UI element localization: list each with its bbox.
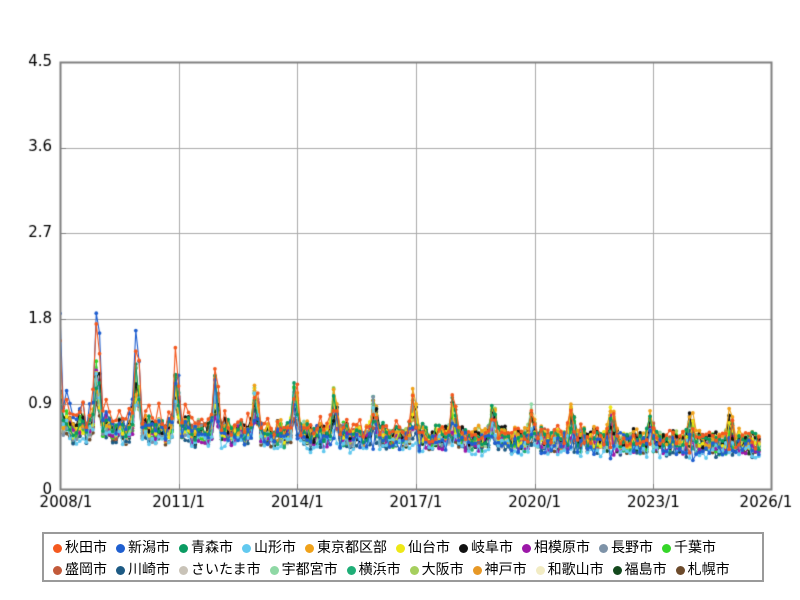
legend-item[interactable]: 相模原市: [522, 541, 590, 555]
legend-marker-icon: [599, 543, 608, 553]
legend-item[interactable]: さいたま市: [179, 563, 261, 577]
legend-item-label: さいたま市: [191, 562, 261, 578]
legend-item-label: 横浜市: [358, 562, 401, 578]
legend-marker-icon: [53, 565, 62, 575]
legend-item-label: 山形市: [254, 540, 296, 556]
legend-item-label: 和歌山市: [547, 562, 604, 578]
legend-item[interactable]: 盛岡市: [53, 563, 107, 577]
legend-item-label: 千葉市: [674, 540, 716, 556]
legend-row-2: 盛岡市 川崎市 さいたま市 宇都宮市 横浜市 大阪市 神戸市 和歌山市 福島市 札幌市: [44, 559, 762, 581]
legend-item-label: 宇都宮市: [281, 562, 338, 578]
legend-item-label: 仙台市: [408, 540, 450, 556]
legend-marker-icon: [305, 543, 314, 553]
legend-item[interactable]: 青森市: [179, 541, 233, 555]
legend-marker-icon: [269, 565, 279, 575]
legend-marker-icon: [612, 565, 622, 575]
legend-item-label: 神戸市: [484, 562, 527, 578]
legend-item[interactable]: 長野市: [599, 541, 653, 555]
legend-item-label: 新潟市: [128, 540, 170, 556]
legend-item[interactable]: 川崎市: [116, 563, 170, 577]
legend-item-label: 盛岡市: [65, 562, 107, 578]
legend-marker-icon: [242, 543, 251, 553]
legend-marker-icon: [116, 543, 125, 553]
legend-item-label: 秋田市: [65, 540, 107, 556]
legend-item-label: 福島市: [624, 562, 667, 578]
legend-marker-icon: [116, 565, 125, 575]
legend-marker-icon: [346, 565, 356, 575]
legend-item[interactable]: 福島市: [612, 562, 667, 578]
legend-item[interactable]: 山形市: [242, 541, 296, 555]
legend-marker-icon: [396, 543, 405, 553]
legend-item[interactable]: 神戸市: [472, 562, 527, 578]
legend-item-label: 岐阜市: [471, 540, 513, 556]
legend-item[interactable]: 横浜市: [346, 562, 401, 578]
legend-item-label: 大阪市: [421, 562, 464, 578]
legend-marker-icon: [472, 565, 482, 575]
legend-row-1: 秋田市 新潟市 青森市 山形市 東京都区部 仙台市 岐阜市 相模原市 長野市 千葉市: [44, 537, 762, 559]
legend-item[interactable]: 東京都区部: [305, 541, 387, 555]
legend-item[interactable]: 仙台市: [396, 541, 450, 555]
legend-item[interactable]: 岐阜市: [459, 541, 513, 555]
legend-item[interactable]: 新潟市: [116, 541, 170, 555]
legend-item[interactable]: 和歌山市: [535, 562, 604, 578]
legend-item[interactable]: 千葉市: [662, 541, 716, 555]
legend-marker-icon: [535, 565, 545, 575]
legend-marker-icon: [662, 543, 671, 553]
legend-item-label: 東京都区部: [317, 540, 387, 556]
legend-marker-icon: [675, 565, 685, 575]
legend-item-label: 青森市: [191, 540, 233, 556]
chart-canvas: [0, 0, 800, 525]
legend-item-label: 相模原市: [534, 540, 590, 556]
legend-item[interactable]: 秋田市: [53, 541, 107, 555]
legend-item-label: 川崎市: [128, 562, 170, 578]
plot-area: [0, 0, 800, 525]
legend-item-label: 長野市: [611, 540, 653, 556]
legend-item[interactable]: 大阪市: [409, 562, 464, 578]
legend-item[interactable]: 宇都宮市: [269, 562, 338, 578]
chart-legend: 秋田市 新潟市 青森市 山形市 東京都区部 仙台市 岐阜市 相模原市 長野市 千葉市 盛岡市 川崎市…: [42, 532, 764, 582]
legend-marker-icon: [179, 543, 188, 553]
legend-marker-icon: [409, 565, 419, 575]
legend-item[interactable]: 札幌市: [675, 562, 730, 578]
legend-item-label: 札幌市: [687, 562, 730, 578]
legend-marker-icon: [53, 543, 62, 553]
legend-marker-icon: [459, 543, 468, 553]
legend-marker-icon: [179, 565, 188, 575]
legend-marker-icon: [522, 543, 531, 553]
